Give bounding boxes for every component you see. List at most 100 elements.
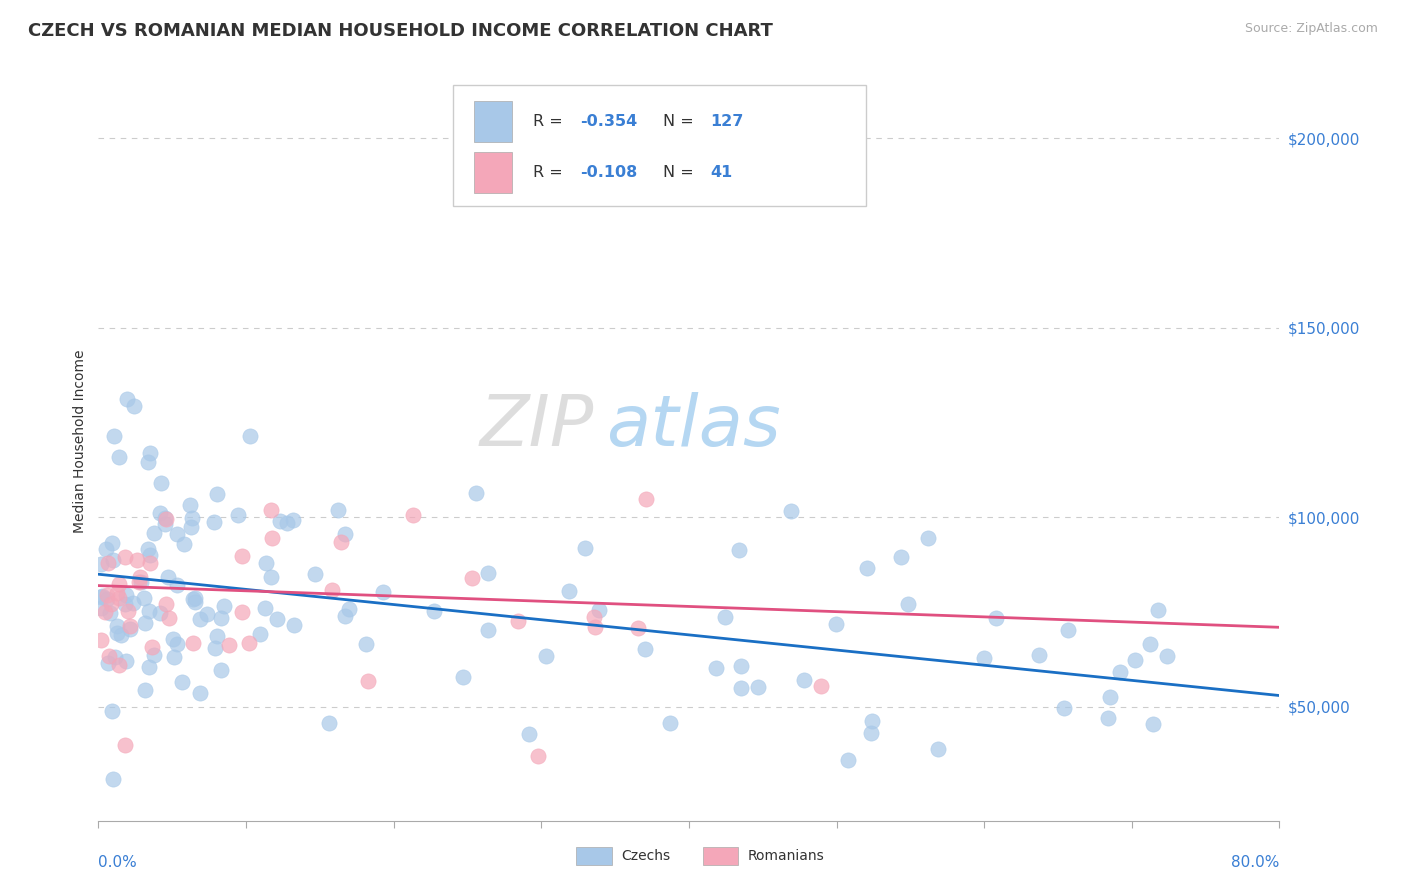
Point bbox=[101, 536, 124, 550]
Point bbox=[269, 514, 291, 528]
Point bbox=[180, 520, 202, 534]
Text: Source: ZipAtlas.com: Source: ZipAtlas.com bbox=[1244, 22, 1378, 36]
Text: N =: N = bbox=[664, 165, 699, 180]
Point bbox=[1097, 711, 1119, 725]
Point bbox=[330, 534, 353, 549]
Point bbox=[461, 571, 484, 585]
Point bbox=[276, 516, 298, 530]
Point bbox=[453, 670, 475, 684]
Point bbox=[423, 604, 446, 618]
Point bbox=[354, 637, 377, 651]
Point bbox=[633, 642, 655, 657]
Text: N =: N = bbox=[664, 114, 699, 129]
Point bbox=[94, 541, 117, 556]
Text: 127: 127 bbox=[710, 114, 744, 129]
Point bbox=[517, 727, 540, 741]
Text: Romanians: Romanians bbox=[748, 849, 825, 863]
Point bbox=[260, 531, 283, 545]
Point bbox=[180, 511, 202, 525]
Point bbox=[713, 610, 735, 624]
Point bbox=[304, 567, 326, 582]
Point bbox=[333, 609, 356, 624]
Point bbox=[659, 715, 682, 730]
Point bbox=[166, 637, 188, 651]
Point bbox=[730, 681, 752, 696]
Point bbox=[281, 513, 304, 527]
Point bbox=[129, 570, 152, 584]
Point bbox=[1156, 648, 1178, 663]
Point bbox=[122, 596, 145, 610]
Point bbox=[108, 657, 131, 672]
Point bbox=[1028, 648, 1050, 662]
Point bbox=[190, 612, 212, 626]
Point bbox=[115, 654, 138, 668]
Point bbox=[259, 503, 281, 517]
Point bbox=[105, 586, 128, 600]
Point bbox=[114, 598, 136, 612]
Point bbox=[260, 570, 283, 584]
Point bbox=[155, 597, 177, 611]
Point bbox=[90, 557, 112, 571]
Point bbox=[105, 625, 128, 640]
Point bbox=[231, 549, 253, 563]
FancyBboxPatch shape bbox=[453, 85, 866, 207]
Point bbox=[101, 704, 124, 718]
Point bbox=[155, 512, 177, 526]
Point bbox=[103, 772, 125, 786]
Point bbox=[179, 498, 201, 512]
Point bbox=[117, 604, 139, 618]
Point bbox=[209, 611, 232, 625]
Point bbox=[583, 619, 606, 633]
Text: -0.108: -0.108 bbox=[581, 165, 637, 180]
Point bbox=[582, 609, 605, 624]
Point bbox=[810, 679, 832, 693]
Point bbox=[917, 531, 939, 545]
Point bbox=[337, 602, 360, 616]
Text: R =: R = bbox=[533, 165, 568, 180]
Point bbox=[328, 503, 350, 517]
Point bbox=[134, 682, 156, 697]
Point bbox=[103, 429, 125, 443]
Point bbox=[156, 570, 179, 584]
Point bbox=[1139, 637, 1161, 651]
Point bbox=[536, 648, 558, 663]
Point bbox=[138, 446, 160, 460]
Point bbox=[170, 675, 193, 690]
Text: 80.0%: 80.0% bbox=[1232, 855, 1279, 870]
Point bbox=[1142, 717, 1164, 731]
Point bbox=[477, 623, 499, 637]
Point bbox=[143, 648, 166, 662]
Point bbox=[253, 601, 276, 615]
Point bbox=[122, 399, 145, 413]
Point bbox=[1057, 623, 1080, 637]
Point bbox=[142, 526, 165, 541]
Point bbox=[96, 592, 118, 607]
Point bbox=[1146, 603, 1168, 617]
Point bbox=[207, 486, 229, 500]
Point bbox=[214, 599, 236, 614]
Point bbox=[139, 556, 162, 570]
Point bbox=[1109, 665, 1132, 680]
Point bbox=[231, 605, 253, 619]
Point bbox=[205, 629, 228, 643]
Point bbox=[166, 578, 188, 592]
Point bbox=[1123, 653, 1146, 667]
Point bbox=[527, 749, 550, 764]
Point bbox=[100, 597, 122, 611]
Point bbox=[110, 627, 132, 641]
Point bbox=[318, 716, 340, 731]
Point bbox=[283, 618, 305, 632]
Point bbox=[209, 663, 232, 677]
FancyBboxPatch shape bbox=[474, 101, 512, 143]
Point bbox=[574, 541, 596, 555]
Point bbox=[141, 640, 163, 654]
Point bbox=[588, 603, 610, 617]
Point bbox=[238, 636, 260, 650]
Text: Czechs: Czechs bbox=[621, 849, 671, 863]
Point bbox=[634, 491, 657, 506]
Point bbox=[779, 504, 801, 518]
Point bbox=[986, 611, 1008, 625]
Point bbox=[249, 627, 271, 641]
Point bbox=[188, 686, 211, 700]
Point bbox=[155, 517, 177, 532]
